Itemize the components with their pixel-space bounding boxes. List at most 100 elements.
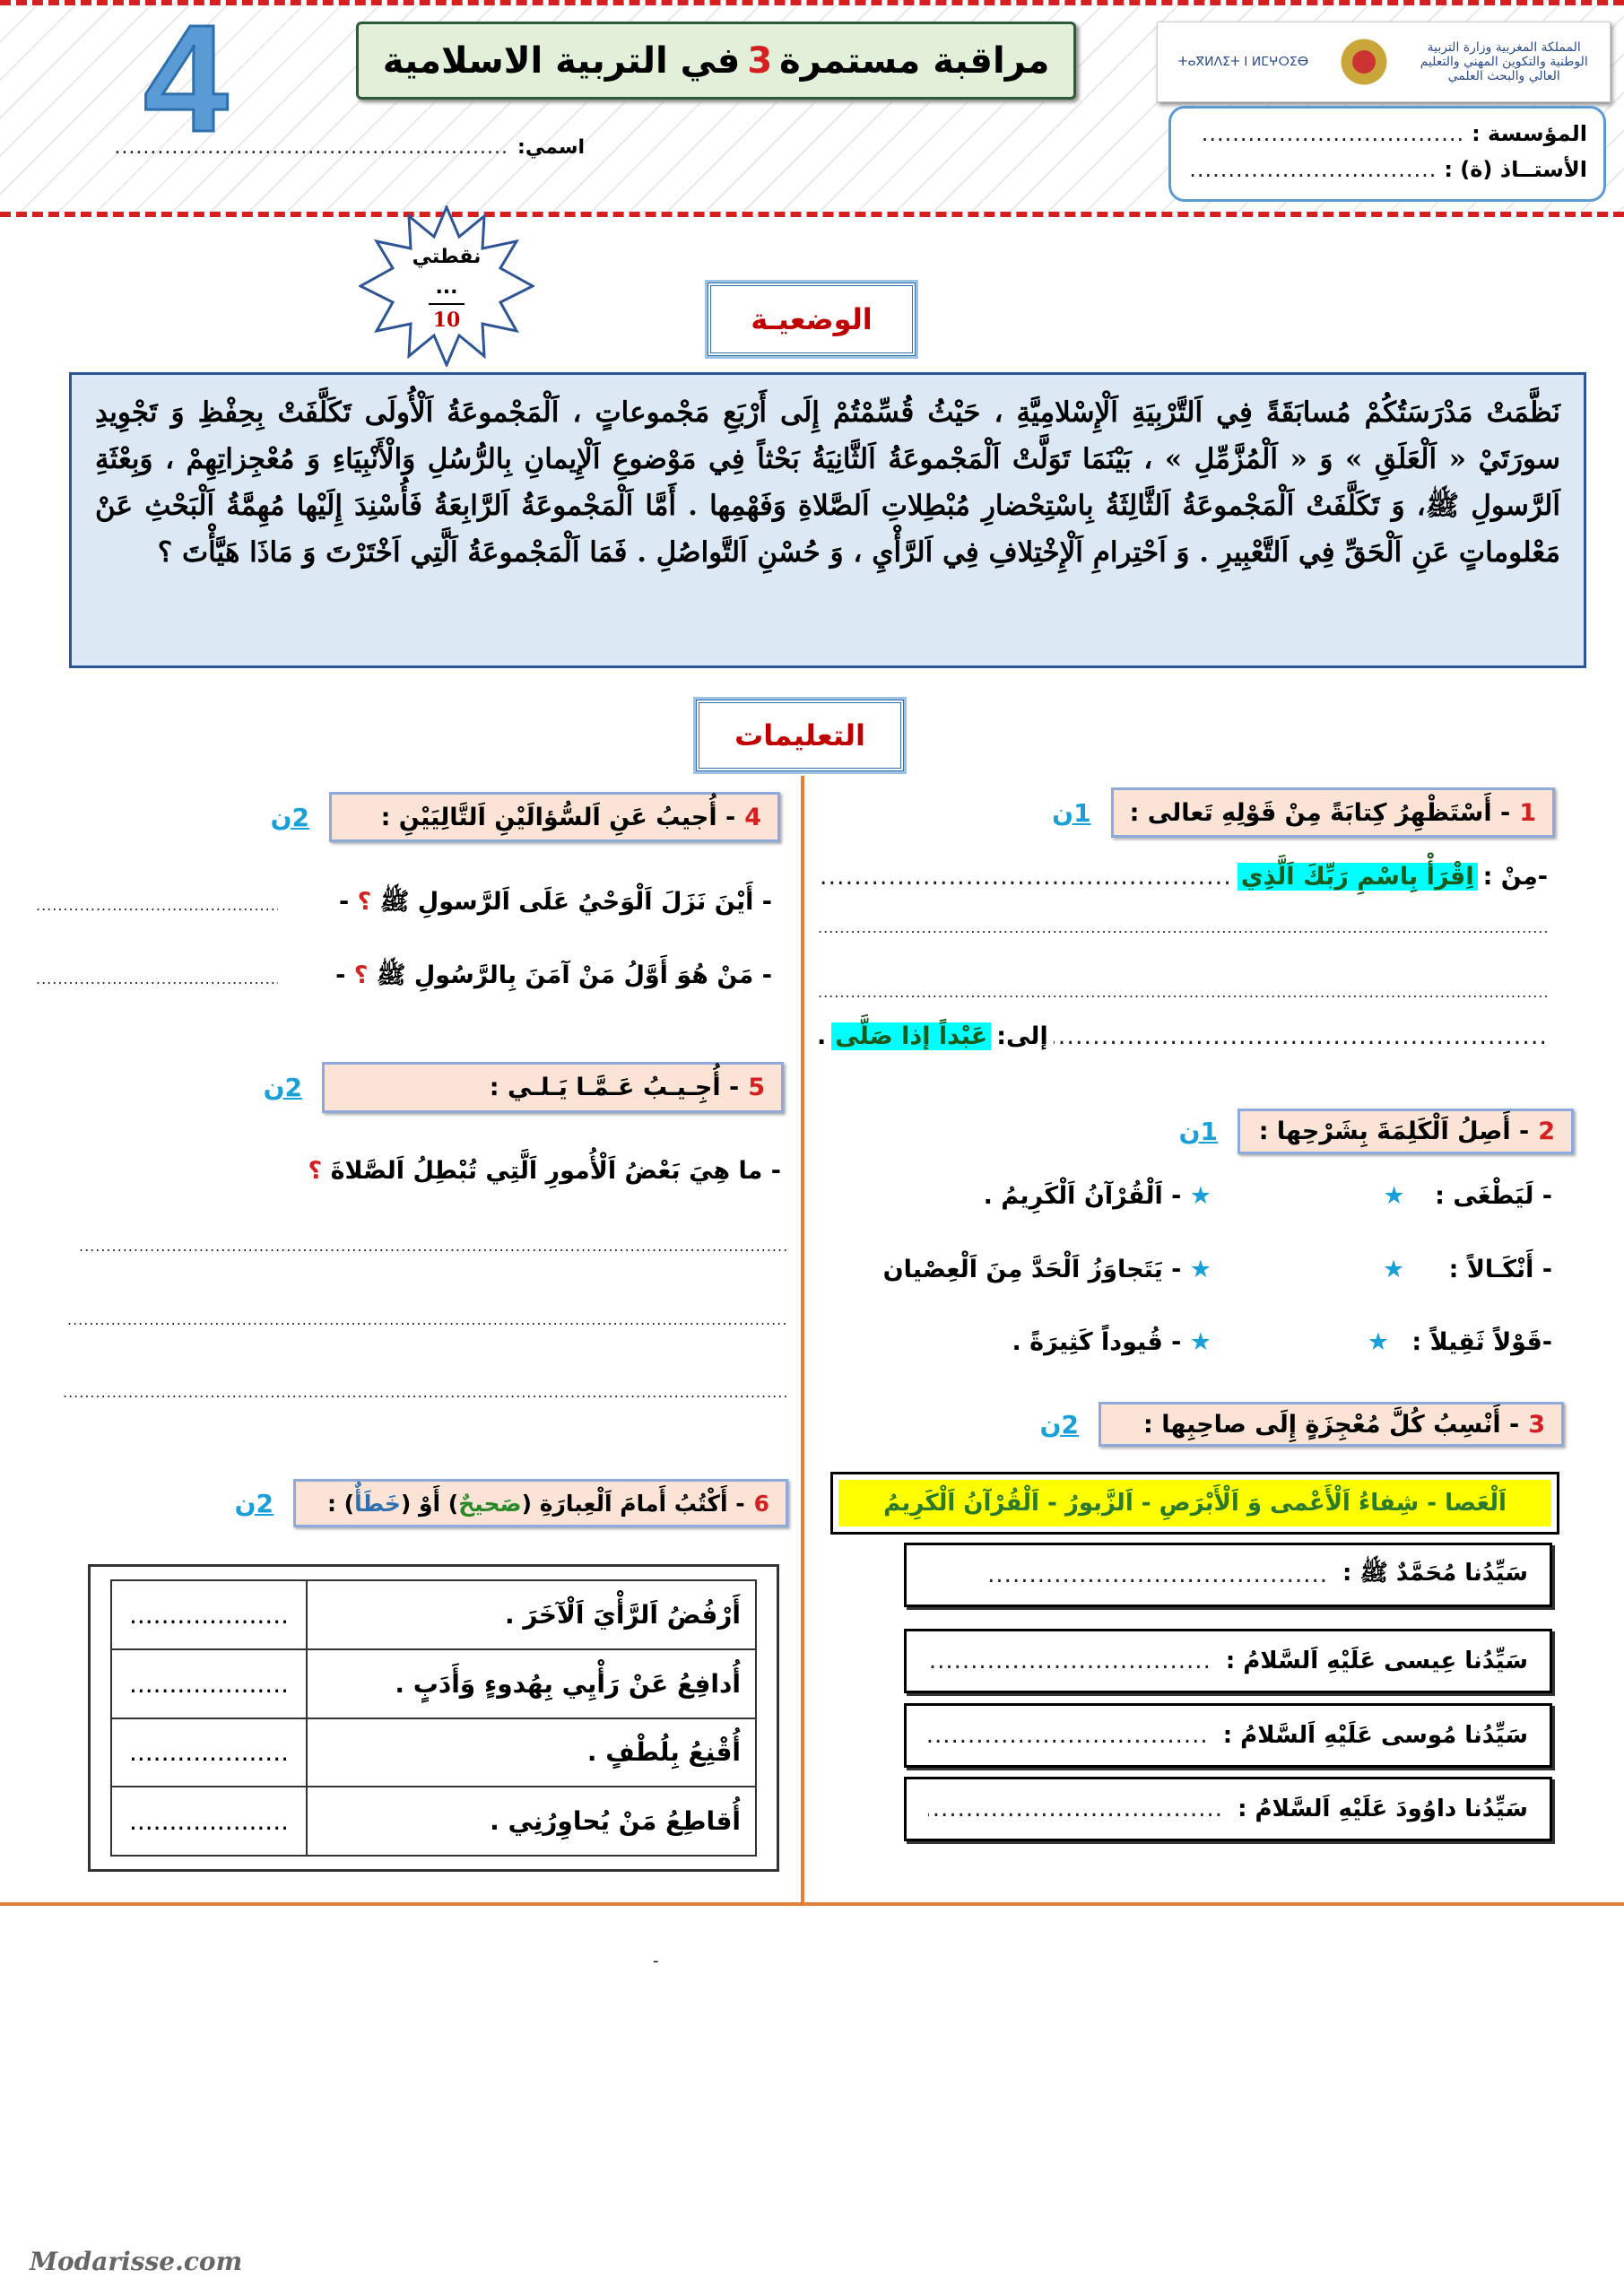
- q1-answer-line-1[interactable]: ........................................…: [818, 919, 1549, 936]
- q6-wrong: خَطَأٌ: [354, 1490, 401, 1517]
- teacher-label: الأستــاذ (ة) :: [1444, 157, 1587, 182]
- answer-cell[interactable]: ....................: [110, 1648, 308, 1719]
- name-dots: ........................................…: [114, 136, 509, 159]
- score-value[interactable]: ...: [435, 276, 458, 299]
- star-bullet-icon: ★: [1383, 1182, 1405, 1210]
- prophet-label: سَيِّدُنا مُحَمَّدٌ ﷺ :: [1342, 1560, 1528, 1587]
- q5-question: - ما هِيَ بَعْضُ اَلْأُمورِ اَلَّتِي تُب…: [308, 1157, 781, 1185]
- table-row: أُقْنِعُ بِلُطْفٍ .....................: [110, 1717, 757, 1788]
- question-6-row: 6 - أَكْتُبُ أَمامَ اَلْعِبارَةِ (صَحيحٌ)…: [235, 1479, 788, 1527]
- prophet-label: سَيِّدُنا مُوسى عَلَيْهِ اَلسَّلامُ :: [1222, 1722, 1528, 1749]
- q4-answer-1[interactable]: ........................................…: [36, 897, 278, 914]
- q1-end: .: [817, 1022, 827, 1050]
- q1-to-dots: ........................................…: [1053, 1022, 1548, 1050]
- q5-question-text: - ما هِيَ بَعْضُ اَلْأُمورِ اَلَّتِي تُب…: [330, 1157, 781, 1185]
- name-label: اسمي:: [517, 136, 585, 159]
- q1-from-label: -مِنْ :: [1482, 863, 1548, 891]
- q5-answer-1[interactable]: ........................................…: [79, 1238, 787, 1255]
- question-mark: ؟: [353, 961, 369, 989]
- q2-word-text: - لَيَطْغَى :: [1435, 1182, 1552, 1210]
- star-bullet-icon: ★: [1189, 1256, 1211, 1283]
- ministry-logo: ⵜⴰⴳⵍⴷⵉⵜ ⵏ ⵍⵎⵖⵔⵉⴱ المملكة المغربية وزارة …: [1157, 22, 1611, 102]
- q3-number: 3: [1528, 1410, 1545, 1439]
- q3-points: 2ن: [1039, 1409, 1079, 1439]
- q4-question-2: - مَنْ هُوَ أَوَّلُ مَنْ آمَنَ بِالرَّسُ…: [335, 960, 772, 996]
- q2-meaning-2[interactable]: ★ - يَتَجاوَزُ اَلْحَدَّ مِنَ اَلْعِصْيا…: [883, 1256, 1211, 1283]
- star-bullet-icon: ★: [1383, 1256, 1405, 1283]
- question-1-row: 1 - أَسْتَظْهِرُ كِتابَةً مِنْ قَوْلِهِ ت…: [1052, 787, 1555, 838]
- question-2-row: 2 - أَصِلُ اَلْكَلِمَةَ بِشَرْحِها : 1ن: [1179, 1109, 1574, 1154]
- q6-number: 6: [753, 1490, 769, 1517]
- bottom-divider: [0, 1902, 1624, 1906]
- statement: أَرْفُضُ اَلرَّأْيَ اَلْآخَرَ .: [306, 1579, 757, 1650]
- q3-options: اَلْعَصا - شِفاءُ اَلْأَعْمى وَ اَلْأَبْ…: [838, 1480, 1551, 1526]
- answer-cell[interactable]: ....................: [110, 1786, 308, 1857]
- q1-to-label: إلى:: [996, 1022, 1048, 1050]
- question-3-row: 3 - أَنْسِبُ كُلَّ مُعْجِزَةٍ إِلَى صاحِب…: [1040, 1402, 1564, 1447]
- answer-dots: ........................................…: [987, 1561, 1329, 1588]
- q2-meaning-3[interactable]: ★ - قُيوداً كَثِيرَةً .: [1012, 1328, 1211, 1356]
- q3-prophet-1[interactable]: سَيِّدُنا مُحَمَّدٌ ﷺ :.................…: [904, 1543, 1552, 1607]
- school-field[interactable]: المؤسسة :...............................…: [1187, 116, 1587, 152]
- q5-points: 2ن: [263, 1073, 302, 1102]
- q2-meaning-1[interactable]: ★ - اَلْقُرْآنُ اَلْكَرِيمُ .: [984, 1182, 1211, 1210]
- q2-word-text: - أَنْكَـالاً :: [1448, 1256, 1552, 1283]
- q2-word-3[interactable]: -قَوْلاً ثَقِيلاً : ★: [1368, 1328, 1552, 1356]
- q4-question-text: - أَيْنَ نَزَلَ اَلْوَحْيُ عَلَى اَلرَّس…: [379, 888, 772, 916]
- page-title: مراقبة مستمرة 3 في التربية الاسلامية: [356, 22, 1076, 100]
- q2-text: - أَصِلُ اَلْكَلِمَةَ بِشَرْحِها :: [1258, 1118, 1530, 1145]
- teacher-field[interactable]: الأستــاذ (ة) :.........................…: [1187, 152, 1587, 187]
- q4-answer-2[interactable]: ........................................…: [36, 970, 278, 987]
- q3-prophet-2[interactable]: سَيِّدُنا عِيسى عَلَيْهِ اَلسَّلامُ :...…: [904, 1629, 1552, 1693]
- score-box: نقطتي ... 10: [359, 242, 534, 335]
- q5-text: - أُجِـيـبُ عَـمَّـا يَـلـي :: [489, 1074, 740, 1101]
- q5-answer-2[interactable]: ........................................…: [67, 1311, 787, 1328]
- star-bullet-icon: ★: [1189, 1182, 1211, 1210]
- crest-icon: [1338, 34, 1389, 90]
- q4-question-text: - مَنْ هُوَ أَوَّلُ مَنْ آمَنَ بِالرَّسُ…: [376, 961, 772, 989]
- q1-to-line[interactable]: ........................................…: [817, 1022, 1548, 1050]
- q2-word-2[interactable]: - أَنْكَـالاً : ★: [1383, 1256, 1552, 1283]
- q4-points: 2ن: [270, 802, 309, 832]
- question-4-header: 4 - أُجيبُ عَنِ اَلسُّؤالَيْنِ اَلتَّالِي…: [329, 792, 780, 842]
- answer-dots: ....................................: [928, 1722, 1209, 1749]
- teacher-dots: .....................................: [1187, 157, 1437, 182]
- q2-number: 2: [1538, 1118, 1555, 1145]
- q3-options-box: اَلْعَصا - شِفاءُ اَلْأَعْمى وَ اَلْأَبْ…: [830, 1472, 1559, 1535]
- school-label: المؤسسة :: [1472, 121, 1587, 146]
- instructions-label: التعليمات: [696, 700, 904, 771]
- logo-tifinagh: ⵜⴰⴳⵍⴷⵉⵜ ⵏ ⵍⵎⵖⵔⵉⴱ: [1177, 55, 1309, 69]
- q4-text: - أُجيبُ عَنِ اَلسُّؤالَيْنِ اَلتَّالِيَ…: [380, 803, 736, 831]
- table-row: أُدافِعُ عَنْ رَأْيِي بِهُدوءٍ وَأَدَبٍ …: [110, 1648, 757, 1719]
- q2-word-1[interactable]: - لَيَطْغَى : ★: [1384, 1182, 1552, 1210]
- q3-prophet-3[interactable]: سَيِّدُنا مُوسى عَلَيْهِ اَلسَّلامُ :...…: [904, 1703, 1552, 1768]
- name-field[interactable]: اسمي: ..................................…: [109, 136, 585, 159]
- stray-dash: -: [653, 1952, 659, 1970]
- q2-meaning-text: - يَتَجاوَزُ اَلْحَدَّ مِنَ اَلْعِصْيان: [882, 1256, 1182, 1283]
- school-info-box: المؤسسة :...............................…: [1168, 106, 1606, 202]
- question-5-row: 5 - أُجِـيـبُ عَـمَّـا يَـلـي : 2ن: [264, 1062, 784, 1113]
- dash: -: [339, 888, 350, 916]
- level-number: 4: [143, 0, 230, 166]
- q6-correct: صَحيحٌ: [458, 1490, 522, 1517]
- statement: أُقْنِعُ بِلُطْفٍ .: [306, 1717, 757, 1788]
- score-label: نقطتي: [412, 246, 482, 268]
- title-number: 3: [747, 39, 773, 82]
- q6-text-a: - أَكْتُبُ أَمامَ اَلْعِبارَةِ (: [521, 1490, 745, 1517]
- q2-meaning-text: - اَلْقُرْآنُ اَلْكَرِيمُ .: [983, 1182, 1182, 1210]
- q1-from-line[interactable]: -مِنْ : اِقْرَأْ بِاسْمِ رَبِّكَ اَلَّذِ…: [817, 863, 1548, 891]
- q6-table: أَرْفُضُ اَلرَّأْيَ اَلْآخَرَ ..........…: [88, 1564, 779, 1872]
- q3-prophet-4[interactable]: سَيِّدُنا داوُودَ عَلَيْهِ اَلسَّلامُ :.…: [904, 1777, 1552, 1841]
- question-2-header: 2 - أَصِلُ اَلْكَلِمَةَ بِشَرْحِها :: [1238, 1109, 1574, 1154]
- q1-answer-line-2[interactable]: ........................................…: [818, 984, 1549, 1001]
- question-3-header: 3 - أَنْسِبُ كُلَّ مُعْجِزَةٍ إِلَى صاحِب…: [1099, 1402, 1564, 1447]
- school-dots: ..................................: [1201, 121, 1465, 146]
- answer-cell[interactable]: ....................: [110, 1717, 308, 1788]
- q2-word-text: -قَوْلاً ثَقِيلاً :: [1411, 1328, 1552, 1356]
- q5-answer-3[interactable]: ........................................…: [63, 1384, 787, 1401]
- statement: أُدافِعُ عَنْ رَأْيِي بِهُدوءٍ وَأَدَبٍ …: [306, 1648, 757, 1719]
- answer-cell[interactable]: ....................: [110, 1579, 308, 1650]
- situation-label: الوضعيـة: [708, 283, 916, 356]
- q6-text-b: ) أَوْ (: [400, 1490, 459, 1517]
- table-row: أُقاطِعُ مَنْ يُحاوِرُنِي ..............…: [110, 1786, 757, 1857]
